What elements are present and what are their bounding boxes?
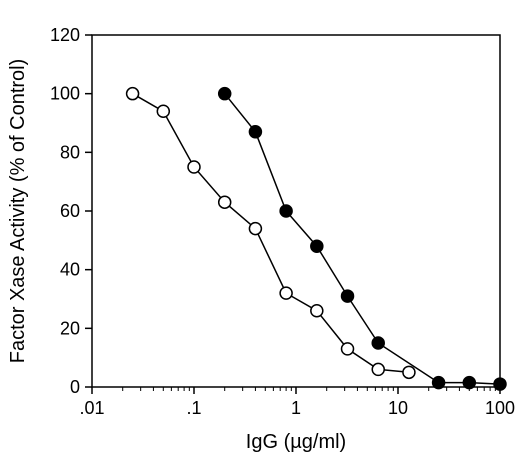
series-1-point (402, 365, 416, 380)
series-layer (125, 86, 507, 391)
series-1-point (279, 286, 293, 300)
y-tick-label: 100 (50, 84, 80, 104)
y-tick-label: 80 (60, 142, 80, 162)
y-tick-label: 0 (70, 377, 80, 397)
series-1-point (156, 104, 171, 119)
x-tick-label: .01 (79, 398, 104, 418)
series-2-point (371, 336, 385, 350)
series-2-point (462, 375, 477, 390)
series-2-point (217, 86, 232, 101)
y-tick-label: 40 (60, 260, 80, 280)
x-axis-label: IgG (µg/ml) (246, 431, 346, 453)
y-axis: 0 20 40 60 80 100 120 (50, 25, 92, 397)
series-1-line (132, 93, 409, 374)
y-tick-label: 120 (50, 25, 80, 45)
series-1-point (217, 195, 232, 209)
series-2-point (493, 377, 507, 391)
x-tick-label: 10 (388, 398, 408, 418)
y-tick-label: 60 (60, 201, 80, 221)
series-1-point (340, 342, 355, 356)
x-tick-label: .1 (186, 398, 201, 418)
x-axis: .01 .1 1 10 100 (79, 387, 515, 418)
series-2-point (431, 375, 446, 390)
series-2-line (224, 93, 501, 385)
series-2-point (310, 239, 324, 253)
series-1-point (248, 221, 263, 236)
x-tick-label: 100 (485, 398, 515, 418)
series-2-point (340, 289, 355, 303)
series-2-point (248, 125, 263, 139)
series-1-point (187, 160, 201, 174)
plot-frame (91, 34, 501, 388)
series-1-point (125, 86, 140, 101)
series-1-point (371, 362, 385, 377)
x-tick-label: 1 (291, 398, 301, 418)
y-axis-label: Factor Xase Activity (% of Control) (7, 59, 29, 364)
series-2-point (279, 204, 293, 218)
series-1-point (310, 303, 324, 318)
y-tick-label: 20 (60, 318, 80, 338)
